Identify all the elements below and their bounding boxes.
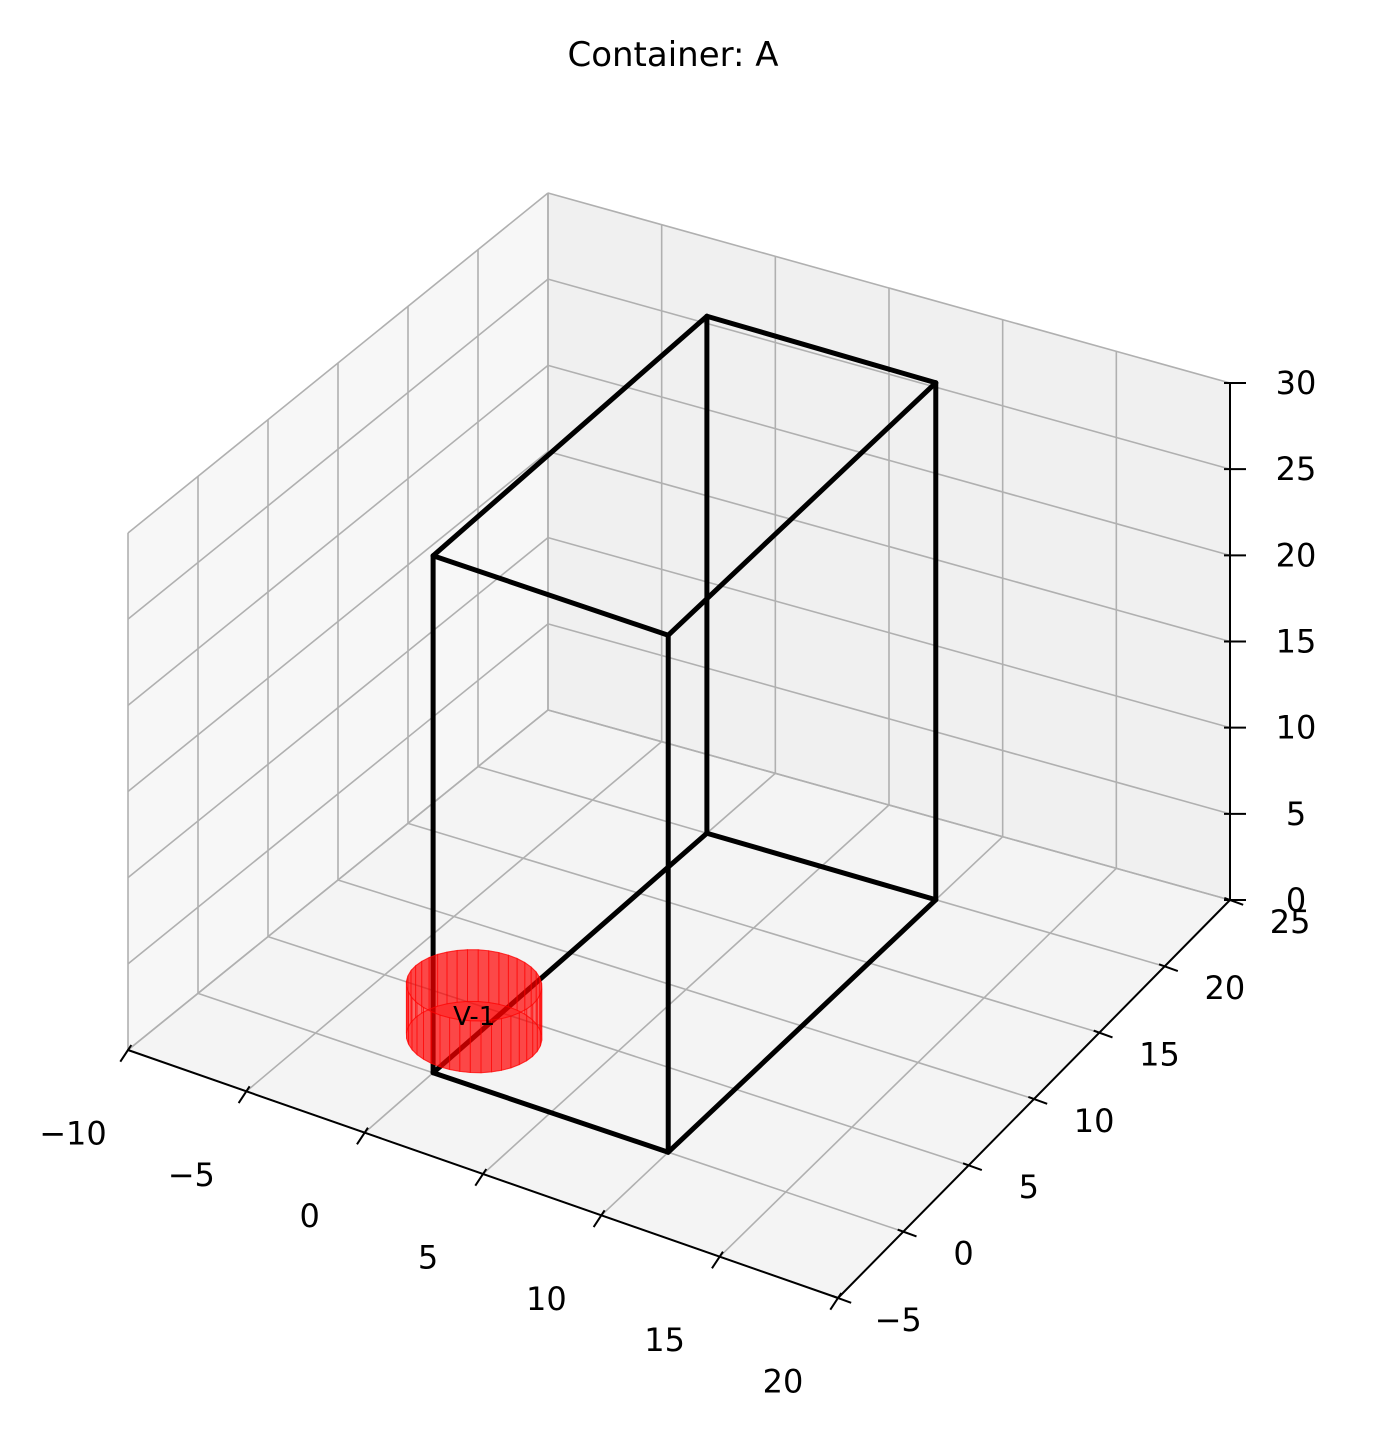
grid-line — [127, 364, 549, 706]
y-tick — [832, 1295, 852, 1304]
cylinder-side — [430, 1010, 441, 1068]
x-tick — [474, 1168, 488, 1187]
y-tick-label: 5 — [1019, 1168, 1039, 1206]
grid-line — [127, 450, 549, 793]
container-edge — [430, 553, 671, 638]
cylinder-side — [518, 1008, 528, 1066]
grid-line — [547, 536, 1231, 729]
grid-line — [127, 192, 549, 534]
grid-line — [267, 935, 969, 1167]
container-edge — [430, 1070, 671, 1155]
cylinder-side — [423, 1006, 432, 1065]
y-tick — [1158, 963, 1179, 973]
y-tick-label: 20 — [1204, 969, 1245, 1007]
container-edge — [704, 313, 939, 386]
cylinder-side — [510, 1012, 520, 1069]
cylinder-top — [405, 949, 543, 1022]
cylinder-side — [526, 1003, 534, 1062]
x-tick — [356, 1127, 369, 1145]
y-tick — [1028, 1096, 1048, 1105]
grid-line — [127, 623, 549, 965]
x-tick-label: 15 — [644, 1321, 685, 1359]
grid-line — [547, 623, 1231, 815]
x-tick-label: 5 — [418, 1239, 438, 1277]
container-edge — [665, 380, 939, 638]
z-tick-label: 20 — [1276, 536, 1317, 574]
y-tick-label: 10 — [1074, 1102, 1115, 1140]
cylinder-side — [501, 1015, 512, 1071]
x-tick-label: 10 — [526, 1280, 567, 1318]
container-edge — [665, 897, 939, 1155]
grid-line — [407, 822, 1100, 1034]
x-tick — [119, 1044, 133, 1063]
grid-line — [547, 450, 1231, 643]
z-tick-label: 30 — [1276, 364, 1317, 402]
z-tick-label: 25 — [1276, 450, 1317, 488]
z-tick-label: 0 — [1286, 881, 1306, 919]
container-edge — [704, 830, 939, 903]
grid-line — [547, 364, 1231, 557]
cylinder-side — [408, 990, 413, 1052]
grid-line — [547, 709, 1231, 901]
grid-line — [547, 192, 1231, 384]
grid-line — [547, 278, 1231, 470]
z-tick-label: 5 — [1286, 795, 1306, 833]
grid-line — [337, 879, 1035, 1100]
y-tick — [1093, 1029, 1113, 1039]
x-tick — [592, 1209, 606, 1228]
cylinder-side — [416, 1001, 424, 1061]
y-tick — [897, 1228, 917, 1238]
x-tick-label: −5 — [168, 1156, 215, 1194]
x-tick-label: −10 — [39, 1115, 107, 1153]
y-tick-label: −5 — [875, 1301, 922, 1339]
container-edge — [430, 313, 710, 559]
y-tick-label: 15 — [1139, 1035, 1180, 1073]
cylinder-side — [411, 996, 418, 1056]
x-tick — [829, 1292, 843, 1311]
x-tick-label: 0 — [299, 1197, 319, 1235]
cylinder-side — [439, 1014, 451, 1071]
y-tick — [962, 1162, 983, 1172]
z-tick-label: 15 — [1276, 623, 1317, 661]
chart-title: Container: A — [567, 35, 778, 75]
y-tick-label: 0 — [953, 1234, 973, 1272]
z-tick-label: 10 — [1276, 709, 1317, 747]
item-label: V-1 — [453, 1002, 495, 1032]
x-tick — [237, 1085, 251, 1104]
x-tick — [711, 1251, 724, 1269]
grid-line — [127, 709, 549, 1051]
y-tick-label: 25 — [1270, 903, 1311, 941]
axis-panes — [126, 191, 1231, 1299]
x-tick-label: 20 — [763, 1363, 804, 1401]
grid-line — [127, 278, 549, 620]
items: V-1 — [405, 949, 543, 1074]
item-v-1: V-1 — [405, 949, 543, 1074]
grid-line — [127, 537, 549, 879]
